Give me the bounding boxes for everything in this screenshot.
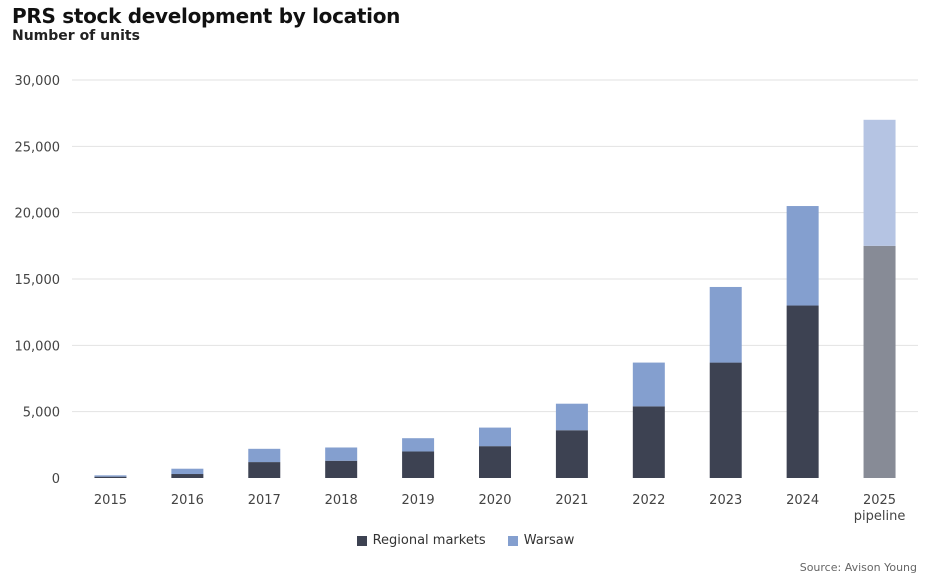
- legend-label-regional: Regional markets: [372, 533, 486, 548]
- bar-regional-markets: [402, 451, 435, 478]
- bar-regional-markets: [325, 460, 358, 478]
- bar-warsaw: [555, 403, 588, 431]
- bar-regional-markets: [171, 474, 204, 478]
- source-note: Source: Avison Young: [799, 561, 917, 574]
- bar-warsaw: [171, 468, 204, 475]
- x-tick-label: 2021: [555, 493, 588, 508]
- chart-subtitle: Number of units: [12, 28, 140, 44]
- x-tick-label: 2017: [248, 493, 281, 508]
- x-tick-label: 2019: [402, 493, 435, 508]
- y-tick-label: 25,000: [15, 140, 61, 155]
- chart-title: PRS stock development by location: [12, 4, 401, 28]
- x-tick-label: 2024: [786, 493, 819, 508]
- y-tick-label: 15,000: [15, 273, 61, 288]
- legend-item-warsaw[interactable]: Warsaw: [507, 533, 575, 548]
- bar-regional-markets: [709, 362, 742, 478]
- x-tick-label: 2018: [325, 493, 358, 508]
- legend-item-regional[interactable]: Regional markets: [356, 533, 486, 548]
- y-tick-label: 20,000: [15, 207, 61, 222]
- bar-warsaw: [248, 448, 281, 463]
- legend: Regional markets Warsaw: [0, 533, 931, 548]
- bar-warsaw: [479, 427, 511, 447]
- legend-swatch-warsaw: [507, 535, 518, 546]
- bar-regional-markets: [94, 476, 127, 478]
- bar-regional-markets: [248, 462, 281, 478]
- bar-warsaw: [402, 438, 435, 452]
- x-tick-label: 2025 pipeline: [854, 493, 906, 524]
- y-tick-label: 30,000: [15, 74, 61, 89]
- bar-warsaw: [632, 362, 665, 407]
- x-tick-label: 2023: [709, 493, 742, 508]
- y-tick-label: 10,000: [15, 339, 61, 354]
- bar-warsaw: [863, 119, 896, 246]
- bar-warsaw: [786, 206, 819, 306]
- bar-regional-markets: [863, 245, 896, 478]
- x-tick-label: 2022: [632, 493, 665, 508]
- legend-swatch-regional: [356, 535, 367, 546]
- x-tick-label: 2015: [94, 493, 127, 508]
- y-tick-label: 0: [52, 472, 60, 487]
- bar-regional-markets: [555, 430, 588, 478]
- bar-regional-markets: [479, 446, 511, 478]
- bar-regional-markets: [786, 305, 819, 478]
- x-tick-label: 2020: [478, 493, 511, 508]
- legend-label-warsaw: Warsaw: [523, 533, 575, 548]
- bar-warsaw: [325, 447, 358, 461]
- bar-warsaw: [709, 286, 742, 363]
- y-tick-label: 5,000: [23, 406, 60, 421]
- bar-regional-markets: [632, 406, 665, 478]
- bar-warsaw: [94, 475, 127, 477]
- x-tick-label: 2016: [171, 493, 204, 508]
